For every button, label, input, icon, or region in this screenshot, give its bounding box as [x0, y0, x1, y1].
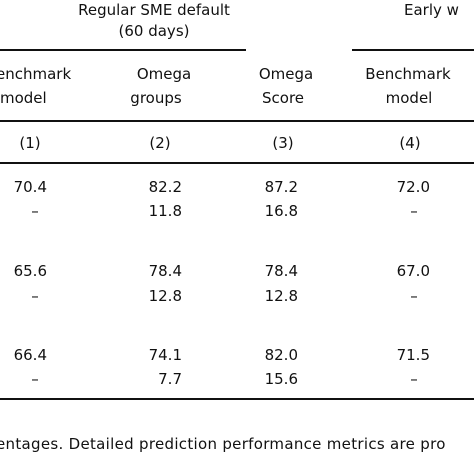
col1-number: (1): [19, 134, 41, 152]
col3-header-line2: Score: [261, 89, 305, 107]
footnote: entages. Detailed prediction performance…: [0, 435, 446, 453]
group-underline-early: [352, 49, 474, 51]
numbers-divider: [0, 162, 474, 164]
col4-header-line2: model: [385, 89, 433, 107]
table-cell: –: [31, 202, 39, 220]
col1-header-line1: enchmark: [0, 65, 72, 83]
col4-number: (4): [399, 134, 421, 152]
table-cell: –: [31, 370, 39, 388]
col2-header-line2: groups: [130, 89, 182, 107]
group-underline-regular: [0, 49, 246, 51]
col3-number: (3): [272, 134, 294, 152]
table-cell: 70.4: [13, 178, 47, 196]
table-cell: 78.4: [264, 262, 298, 280]
table-cell: 65.6: [13, 262, 47, 280]
table-cell: 67.0: [396, 262, 430, 280]
table-cell: –: [31, 287, 39, 305]
table-cell: 72.0: [396, 178, 430, 196]
table-cell: 82.0: [264, 346, 298, 364]
col3-header-line1: Omega: [258, 65, 314, 83]
table-cell: 16.8: [264, 202, 298, 220]
col4-header-line1: Benchmark: [365, 65, 451, 83]
table-cell: –: [410, 287, 418, 305]
table-cell: 74.1: [148, 346, 182, 364]
col1-header-line2: model: [0, 89, 47, 107]
table-cell: 71.5: [396, 346, 430, 364]
table-cell: 78.4: [148, 262, 182, 280]
table-cell: 12.8: [264, 287, 298, 305]
header-divider: [0, 120, 474, 122]
group-header-regular-sub: (60 days): [118, 22, 190, 40]
col2-header-line1: Omega: [136, 65, 192, 83]
group-header-regular: Regular SME default: [78, 1, 230, 19]
table-cell: 11.8: [148, 202, 182, 220]
col2-number: (2): [149, 134, 171, 152]
table-cell: 15.6: [264, 370, 298, 388]
table-cell: 87.2: [264, 178, 298, 196]
table-cell: 7.7: [158, 370, 182, 388]
table-cell: 66.4: [13, 346, 47, 364]
bottom-rule: [0, 398, 474, 400]
table-cell: 82.2: [148, 178, 182, 196]
group-header-early: Early w: [404, 1, 459, 19]
table-cell: –: [410, 202, 418, 220]
table-cell: –: [410, 370, 418, 388]
table-cell: 12.8: [148, 287, 182, 305]
